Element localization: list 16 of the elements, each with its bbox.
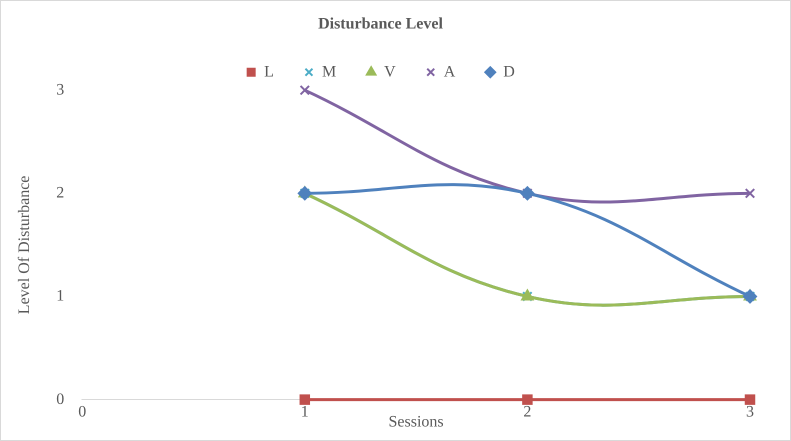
y-tick-label: 2	[56, 184, 64, 202]
y-tick-label: 0	[56, 390, 64, 408]
y-axis-title: Level Of Disturbance	[16, 176, 33, 314]
legend-label: M	[322, 63, 336, 80]
x-tick-label: 0	[78, 403, 86, 420]
y-tick-label: 1	[56, 288, 64, 305]
legend-label: V	[384, 63, 396, 80]
legend-label: L	[264, 63, 274, 80]
chart-title: Disturbance Level	[318, 16, 444, 33]
x-axis-title: Sessions	[388, 414, 444, 431]
legend-label: D	[503, 63, 515, 80]
x-tick-label: 2	[523, 403, 532, 420]
x-tick-label: 1	[300, 403, 309, 420]
x-tick-label: 3	[746, 403, 754, 420]
y-tick-label: 3	[56, 81, 64, 98]
legend-label: A	[444, 63, 456, 80]
